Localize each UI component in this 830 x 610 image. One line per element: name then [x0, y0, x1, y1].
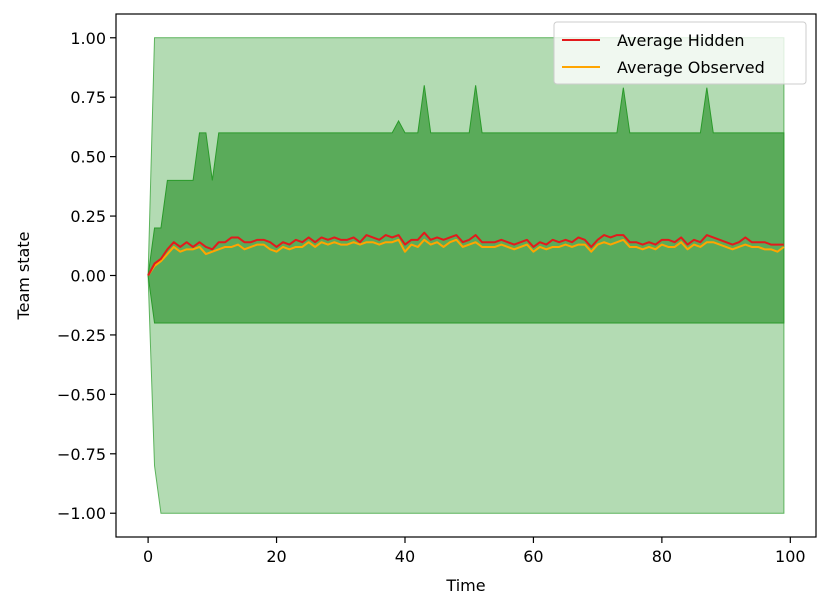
series-line-1	[147, 238, 785, 277]
y-axis-label: Team state	[14, 232, 33, 321]
y-tick-label: −0.75	[57, 445, 106, 464]
range-bands	[147, 37, 785, 514]
y-tick-label: 0.00	[70, 267, 106, 286]
legend-box	[553, 21, 807, 85]
y-tick-label: −0.25	[57, 326, 106, 345]
x-axis-ticks: 0 20 40 60 80 100	[143, 537, 806, 566]
series-lines	[147, 231, 785, 277]
y-tick-label: 0.25	[70, 207, 106, 226]
series-line-0	[147, 231, 784, 276]
x-tick-label: 60	[523, 547, 543, 566]
x-tick-label: 100	[775, 547, 806, 566]
x-axis-label: Time	[445, 576, 485, 595]
x-tick-label: 80	[652, 547, 672, 566]
y-tick-label: −0.50	[57, 385, 106, 404]
x-tick-label: 0	[143, 547, 153, 566]
legend-label: Average Observed	[617, 58, 765, 77]
y-tick-label: 1.00	[70, 29, 106, 48]
x-tick-label: 40	[395, 547, 415, 566]
y-tick-label: 0.75	[70, 88, 106, 107]
range-band-1	[147, 85, 785, 324]
legend-label: Average Hidden	[617, 31, 745, 50]
y-tick-label: −1.00	[57, 504, 106, 523]
y-axis-ticks: 1.00 0.75 0.50 0.25 0.00 −0.25 −0.50 −0.75 −1.00	[57, 29, 116, 523]
legend: Average Hidden Average Observed	[553, 21, 807, 85]
x-tick-label: 20	[266, 547, 286, 566]
y-tick-label: 0.50	[70, 148, 106, 167]
